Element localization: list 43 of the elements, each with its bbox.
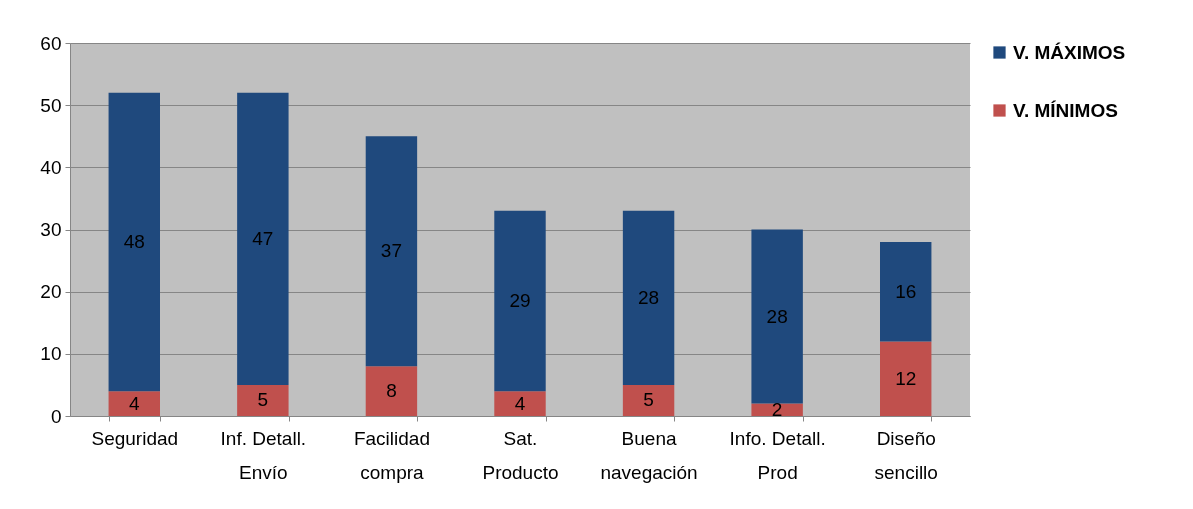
x-tick-label: Buena navegación: [600, 427, 698, 483]
data-label: 4: [129, 392, 140, 414]
bar: [365, 136, 418, 367]
bar: [751, 229, 803, 404]
data-label: 5: [643, 389, 654, 411]
bar: [237, 384, 289, 416]
y-tick-label: 0: [50, 405, 62, 427]
y-tick-label: 60: [40, 32, 62, 54]
x-tick-label: Diseño sencillo: [874, 427, 938, 483]
x-tick-label: Seguridad: [91, 427, 179, 449]
y-tick-label: 10: [40, 343, 62, 365]
legend-label: V. MÍNIMOS: [1013, 99, 1118, 121]
data-label: 8: [386, 380, 397, 402]
bar: [494, 391, 546, 416]
bar: [622, 384, 675, 416]
data-label: 48: [123, 230, 145, 252]
y-tick-label: 50: [40, 94, 62, 116]
x-tick-label: Inf. Detall. Envío: [220, 427, 307, 483]
bar: [237, 92, 289, 385]
x-tick-label: Info. Detall. Prod: [729, 427, 826, 483]
bar: [108, 92, 160, 392]
bar: [622, 210, 675, 385]
data-label: 4: [514, 392, 526, 414]
y-tick-label: 30: [40, 219, 62, 240]
data-label: 29: [509, 289, 531, 311]
data-label: 12: [895, 367, 917, 389]
x-tick-label: Facilidad compra: [353, 427, 430, 483]
bar: [365, 366, 418, 416]
data-label: 28: [766, 305, 788, 327]
bar: [880, 241, 932, 342]
data-label: 37: [380, 240, 402, 262]
data-label: 16: [895, 280, 917, 302]
data-label: 2: [771, 398, 783, 420]
data-label: 28: [638, 286, 660, 308]
bar: [108, 391, 160, 416]
data-label: 5: [257, 389, 269, 411]
data-label: 47: [252, 227, 274, 249]
bar: [880, 341, 932, 416]
legend-label: V. MÁXIMOS: [1013, 41, 1126, 63]
y-tick-label: 20: [40, 281, 62, 303]
x-tick-label: Sat. Producto: [482, 427, 559, 483]
bar: [494, 210, 546, 392]
y-tick-label: 40: [40, 156, 62, 178]
